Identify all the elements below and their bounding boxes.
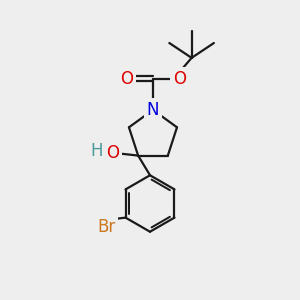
Text: O: O: [106, 144, 119, 162]
Text: Br: Br: [97, 218, 115, 236]
Text: N: N: [147, 101, 159, 119]
Text: O: O: [120, 70, 133, 88]
Text: H: H: [90, 142, 103, 160]
Text: O: O: [172, 70, 186, 88]
